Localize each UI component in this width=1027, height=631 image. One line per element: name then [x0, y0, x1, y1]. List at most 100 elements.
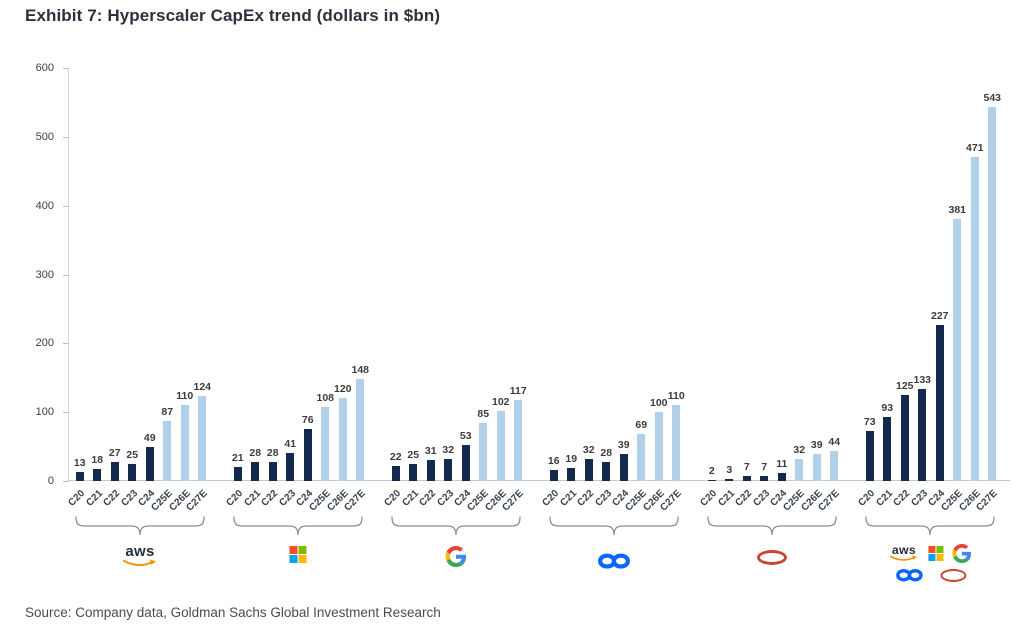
aws-logo: aws [888, 542, 919, 563]
y-axis: 0 100 200 300 400 500 600 [0, 62, 60, 487]
bar [900, 394, 909, 481]
y-tick-mark [63, 205, 69, 207]
bar [251, 461, 260, 481]
bar-cell: 28 C22 [260, 68, 282, 509]
bar-cell: 73 C20 [857, 68, 879, 509]
group-brace [391, 516, 521, 536]
plot-area: 13 C20 18 C21 27 C22 25 C23 49 C24 87 C25E 110 C26E 12… [63, 68, 1010, 514]
x-tick-label: C21 [716, 488, 738, 509]
bar-group-meta: 16 C20 19 C21 32 C22 28 C23 39 C24 69 C25E 100 C26E 11… [541, 68, 686, 514]
group-brace [865, 516, 995, 536]
bar-value-label: 110 [667, 390, 685, 403]
bar-value-label: 39 [617, 439, 630, 452]
bar-value-label: 32 [442, 443, 455, 456]
bar-cell: 125 C22 [892, 68, 914, 509]
bar-value-label: 117 [509, 385, 527, 398]
bar [321, 406, 330, 481]
group-brace [75, 516, 205, 536]
bar-cell: 108 C25E [308, 68, 334, 514]
bar-value-label: 25 [126, 448, 139, 461]
logo-slot-aws: aws [121, 543, 159, 568]
bar-value-label: 21 [231, 451, 244, 464]
bar [707, 479, 716, 481]
bar-cell: 25 C23 [119, 68, 142, 509]
bar-cell: 87 C25E [150, 68, 177, 513]
oracle-ring-icon [757, 550, 787, 565]
bar [883, 417, 892, 481]
bar-cell: 32 C25E [782, 68, 809, 513]
x-tick-label: C20 [540, 488, 562, 509]
x-tick-label: C21 [558, 488, 580, 509]
bar-cell: 7 C23 [751, 68, 774, 509]
x-tick-label: C21 [400, 488, 422, 509]
bar-value-label: 3 [726, 463, 733, 476]
bar [970, 156, 979, 481]
x-tick-label: C20 [856, 488, 878, 509]
microsoft-square [928, 546, 936, 553]
bar-cell: 28 C23 [593, 68, 616, 509]
bar-cell: 19 C21 [558, 68, 581, 509]
bar [75, 472, 84, 481]
bar-value-label: 76 [301, 413, 314, 426]
bar-value-label: 7 [761, 461, 768, 474]
bar-cell: 69 C25E [624, 68, 651, 514]
y-tick-label: 500 [35, 130, 54, 143]
google-g-icon [952, 544, 972, 563]
aws-smile-icon [889, 555, 918, 561]
bar-value-label: 11 [776, 458, 788, 471]
bar [549, 470, 558, 481]
bar [918, 389, 927, 481]
bar-cell: 2 C20 [699, 68, 721, 509]
bar-value-label: 22 [389, 450, 402, 463]
bar-value-label: 85 [477, 407, 490, 420]
bar-value-label: 87 [161, 406, 174, 419]
bar [426, 459, 435, 481]
bar-cell: 100 C26E [641, 68, 667, 513]
bar [637, 433, 646, 481]
bar [795, 458, 804, 481]
bar-value-label: 32 [793, 443, 806, 456]
logo-slot-meta [596, 550, 632, 572]
bar-cell: 18 C21 [84, 68, 107, 509]
bar-value-label: 124 [193, 380, 212, 393]
bar-cell: 16 C20 [541, 68, 563, 509]
microsoft-square [936, 546, 944, 553]
bar [391, 465, 400, 481]
bar-cell: 110 C27E [659, 68, 686, 513]
bar-cell: 49 C24 [137, 68, 159, 508]
bar [619, 454, 628, 481]
microsoft-square [298, 555, 307, 563]
x-tick-label: C21 [84, 488, 106, 509]
x-tick-label: C20 [698, 488, 720, 509]
bar-value-label: 16 [547, 455, 560, 467]
bar [865, 430, 874, 481]
y-tick-mark [63, 274, 69, 276]
microsoft-square [928, 554, 936, 561]
bar-cell: 13 C20 [67, 68, 89, 509]
bar-value-label: 53 [459, 429, 472, 442]
combined-logos-row1: aws [888, 542, 972, 563]
bar [602, 461, 611, 481]
oracle-ring-icon [940, 568, 966, 582]
aws-wordmark: aws [125, 543, 155, 560]
bar [286, 452, 295, 481]
bar [988, 107, 997, 481]
bar [338, 398, 347, 481]
y-tick-mark [63, 343, 69, 345]
bar-value-label: 110 [176, 390, 194, 403]
bar-value-label: 27 [108, 447, 121, 460]
bar [514, 400, 523, 481]
bar-group-microsoft: 21 C20 28 C21 28 C22 41 C23 76 C24 108 C25E 120 C26E 1… [225, 68, 369, 514]
microsoft-square [289, 546, 298, 554]
bar [145, 447, 154, 481]
bar-value-label: 44 [828, 435, 841, 448]
aws-wordmark: aws [891, 542, 917, 557]
bar-value-label: 381 [948, 203, 967, 216]
bar-value-label: 133 [913, 374, 932, 387]
bar [461, 444, 470, 481]
bar [654, 412, 663, 481]
group-brace [707, 516, 837, 536]
microsoft-squares-icon [289, 546, 307, 563]
bar-cell: 7 C22 [734, 68, 756, 509]
microsoft-square [298, 546, 307, 554]
